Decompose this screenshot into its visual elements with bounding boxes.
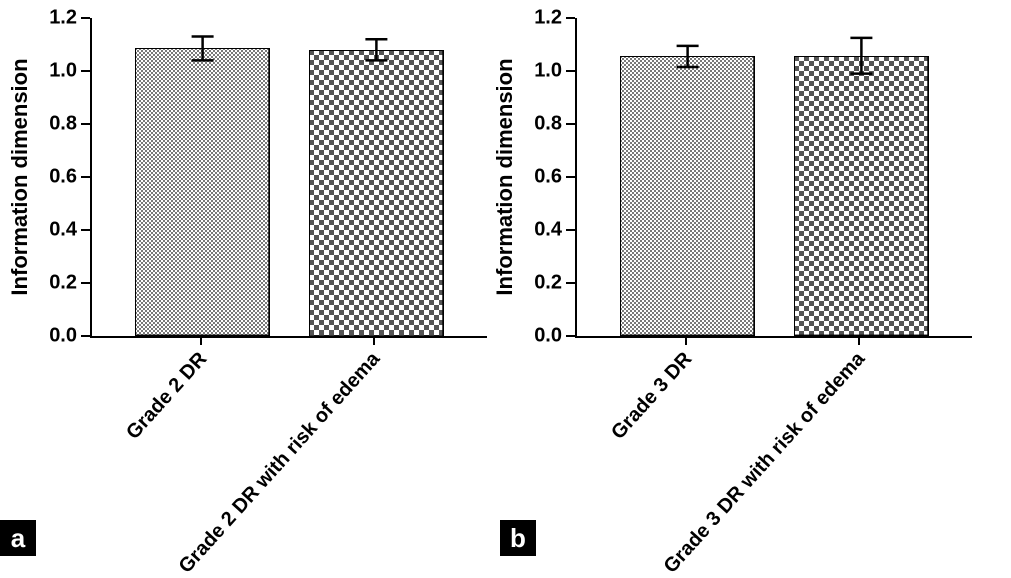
x-axis-label: Grade 3 DR with risk of edema [660, 348, 870, 578]
ytick [566, 123, 575, 125]
ytick [566, 335, 575, 337]
x-axis-label: Grade 2 DR [122, 348, 212, 444]
ytick-label: 0.0 [520, 325, 562, 348]
y-axis-label: Information dimension [7, 58, 33, 295]
ytick [566, 229, 575, 231]
ytick-label: 1.0 [35, 60, 77, 83]
x-axis-label: Grade 3 DR [607, 348, 697, 444]
x-axis-label: Grade 2 DR with risk of edema [175, 348, 385, 578]
plot-area-a [90, 18, 487, 338]
bar [794, 56, 928, 336]
ytick-label: 0.0 [35, 325, 77, 348]
ytick-label: 1.2 [35, 7, 77, 30]
ytick-label: 0.6 [520, 166, 562, 189]
ytick [81, 123, 90, 125]
ytick [566, 17, 575, 19]
xtick [200, 336, 202, 345]
ytick [81, 70, 90, 72]
ytick-label: 0.4 [35, 219, 77, 242]
panel-letter: a [0, 520, 36, 556]
ytick-label: 0.2 [520, 272, 562, 295]
ytick [81, 229, 90, 231]
ytick-label: 1.2 [520, 7, 562, 30]
ytick-label: 0.4 [520, 219, 562, 242]
bar [135, 48, 269, 336]
bar [620, 56, 754, 336]
bar [309, 50, 443, 336]
ytick [566, 282, 575, 284]
ytick-label: 0.6 [35, 166, 77, 189]
ytick-label: 0.2 [35, 272, 77, 295]
xtick [373, 336, 375, 345]
y-axis-label: Information dimension [492, 58, 518, 295]
xtick [685, 336, 687, 345]
ytick [81, 282, 90, 284]
ytick-label: 0.8 [35, 113, 77, 136]
xtick [858, 336, 860, 345]
figure-root: 0.0 0.2 0.4 0.6 0.8 1.0 1.2 Information dimensi… [0, 0, 1011, 559]
ytick [566, 176, 575, 178]
ytick [81, 17, 90, 19]
ytick-label: 1.0 [520, 60, 562, 83]
ytick-label: 0.8 [520, 113, 562, 136]
plot-area-b [575, 18, 972, 338]
ytick [566, 70, 575, 72]
ytick [81, 176, 90, 178]
panel-letter: b [500, 520, 536, 556]
ytick [81, 335, 90, 337]
